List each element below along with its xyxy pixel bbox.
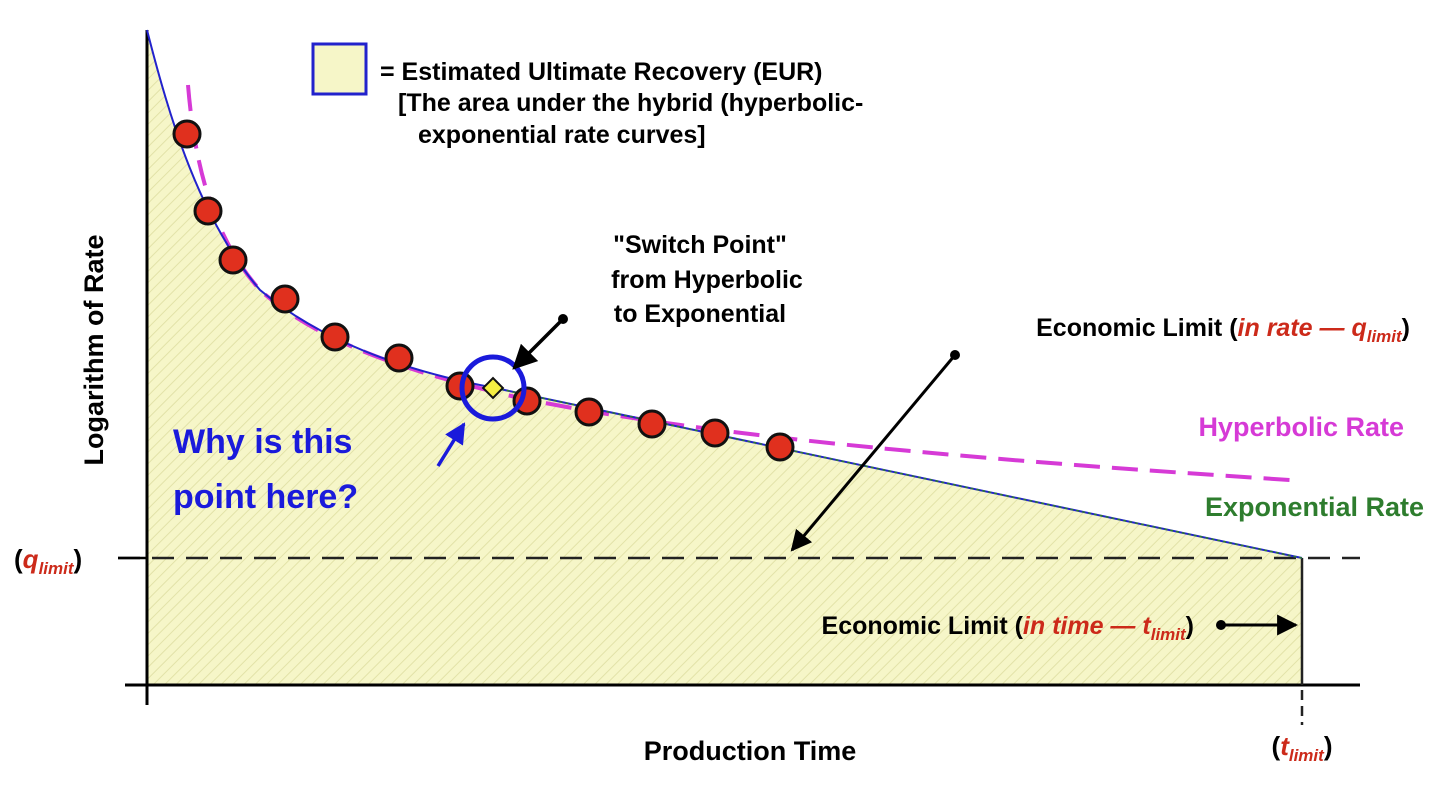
data-point xyxy=(637,409,667,439)
data-point xyxy=(193,196,223,226)
square-swatch-icon xyxy=(311,42,368,96)
data-point xyxy=(320,322,350,352)
hyperbolic-label: Hyperbolic Rate xyxy=(1198,412,1404,442)
data-point xyxy=(765,432,795,462)
econ-time-label: Economic Limit (in time — tlimit) xyxy=(822,612,1194,644)
exponential-label: Exponential Rate xyxy=(1205,492,1424,522)
legend-line-3: exponential rate curves] xyxy=(418,121,706,149)
econ-rate-label: Economic Limit (in rate — qlimit) xyxy=(1036,314,1410,346)
data-point xyxy=(270,284,300,314)
q-limit-label: (qlimit) xyxy=(14,544,82,578)
hyperbolic-curve xyxy=(186,84,1291,482)
switch-point-line-2: from Hyperbolic xyxy=(611,266,803,294)
data-point xyxy=(384,343,414,373)
switch-point-line-1: "Switch Point" xyxy=(613,231,787,259)
legend-line-2: [The area under the hybrid (hyperbolic- xyxy=(398,89,863,117)
data-point xyxy=(512,386,542,416)
data-point xyxy=(218,245,248,275)
diamond-icon xyxy=(481,376,505,400)
switch-point-line-3: to Exponential xyxy=(614,300,786,328)
econ-rate-arrow xyxy=(790,354,957,552)
x-axis-label: Production Time xyxy=(644,736,857,766)
t-limit-label: (tlimit) xyxy=(1272,731,1333,765)
hybrid-curve xyxy=(146,29,1303,559)
eur-area xyxy=(147,30,1302,685)
switch-callout-arrow xyxy=(512,317,565,370)
data-point xyxy=(172,119,202,149)
data-point xyxy=(574,397,604,427)
question-line-1: Why is this xyxy=(173,423,352,461)
data-points xyxy=(172,119,795,462)
question-line-2: point here? xyxy=(173,478,358,516)
question-arrow xyxy=(436,422,466,467)
circle-highlight-icon xyxy=(459,354,527,422)
y-axis-label: Logarithm of Rate xyxy=(79,234,109,465)
data-point xyxy=(700,418,730,448)
legend-line-1: = Estimated Ultimate Recovery (EUR) xyxy=(380,58,823,86)
